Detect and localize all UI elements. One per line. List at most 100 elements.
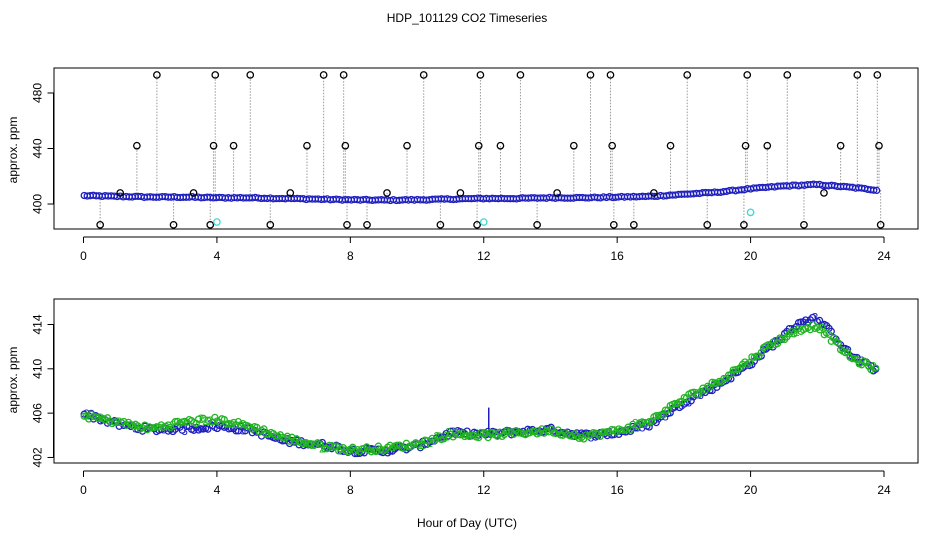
bottom-marker-label: 3 [788,323,795,337]
bottom-marker-label: 2 [170,418,177,432]
bottom-marker-label: 2 [198,412,205,426]
bottom-marker-label: 2 [693,387,700,401]
bottom-marker-label: 3 [240,424,247,438]
bottom-point [414,440,422,449]
bottom-x-tick-label: 20 [744,483,758,497]
bottom-marker-label: 2 [319,441,326,455]
top-outlier-point [96,220,105,229]
bottom-x-tick-label: 12 [477,483,491,497]
bottom-marker-label: 2 [310,438,317,452]
bottom-point [178,426,186,434]
bottom-point [204,425,212,433]
top-outlier-point [116,189,125,197]
bottom-point [818,323,826,331]
top-x-tick-label: 12 [477,249,491,263]
x-axis-label: Hour of Day (UTC) [417,516,517,530]
bottom-point [834,339,842,347]
top-outlier-point [496,141,505,150]
top-outlier-points [96,71,885,229]
top-outlier-point [876,220,885,229]
top-x-tick-label: 4 [214,249,221,263]
top-outlier-point [763,141,772,150]
top-outlier-point [341,141,350,150]
bottom-point [598,428,607,436]
top-outlier-point [206,220,215,229]
top-x-tick-label: 16 [610,249,624,263]
bottom-point [867,366,875,374]
top-outlier-point [743,71,752,79]
top-outlier-point [608,141,617,150]
top-outlier-point [873,71,882,79]
bottom-marker-label: 3 [812,310,819,324]
top-x-tick-label: 8 [347,249,354,263]
top-outlier-point [875,141,883,150]
top-y-axis: 400 440 480 [31,83,54,214]
top-outlier-point [853,71,862,79]
top-outlier-point [303,141,311,150]
bottom-x-tick-label: 8 [347,483,354,497]
bottom-marker-label: 2 [426,436,433,450]
top-outlier-point [339,71,348,79]
bottom-point [325,441,333,450]
top-outlier-point [586,71,595,79]
bottom-marker-label: 2 [97,411,104,425]
top-outlier-point [209,141,218,150]
top-outlier-point [319,71,328,79]
bottom-point [194,415,203,423]
bottom-x-tick-label: 16 [610,483,624,497]
top-outlier-point [456,189,465,197]
top-outlier-point [229,141,238,150]
top-outlier-point [666,141,675,150]
top-outlier-point [606,71,615,79]
bottom-point [757,352,765,360]
bottom-point [645,417,653,426]
top-outlier-point [286,189,295,197]
top-outlier-point [169,220,178,229]
bottom-point [321,445,329,453]
top-outlier-point [800,220,808,229]
top-panel: 0 4 8 12 16 20 24 400 440 480 approx. ppm [6,67,919,263]
bottom-point [430,436,439,445]
top-outlier-point [246,71,255,79]
top-outlier-point [189,189,198,197]
top-outlier-point [703,220,712,229]
bottom-point [657,411,665,419]
top-outlier-point [820,189,828,197]
bottom-point [848,355,856,363]
top-outlier-point [683,71,692,79]
top-low-point [479,218,488,226]
bottom-marker-label: 3 [181,424,188,438]
bottom-point [166,423,175,432]
top-outlier-point [473,220,481,229]
bottom-point [629,420,637,429]
top-outlier-point [211,71,220,79]
bottom-point [752,352,761,360]
bottom-point [479,429,488,438]
bottom-marker-label: 2 [202,414,209,428]
top-outlier-point [609,220,618,229]
bottom-point [661,406,670,414]
top-outlier-point [419,71,428,79]
bottom-y-tick-label: 402 [31,447,45,467]
top-y-tick-label: 440 [31,138,45,158]
bottom-marker-label: 2 [419,438,426,452]
bottom-y-tick-label: 406 [31,403,45,423]
bottom-point [262,430,270,438]
top-outlier-point [740,220,748,229]
bottom-point [456,431,464,439]
top-low-point [213,218,221,226]
top-outlier-point [569,141,578,150]
bottom-marker-label: 3 [865,358,872,372]
top-outlier-point [343,220,351,229]
top-outlier-point [363,220,371,229]
top-x-tick-label: 0 [80,249,87,263]
top-outlier-point [266,220,275,229]
top-outlier-point [436,220,445,229]
bottom-point [306,440,315,448]
bottom-marker-label: 3 [858,354,865,368]
bottom-x-tick-label: 0 [80,483,87,497]
bottom-marker-label: 3 [639,421,646,435]
